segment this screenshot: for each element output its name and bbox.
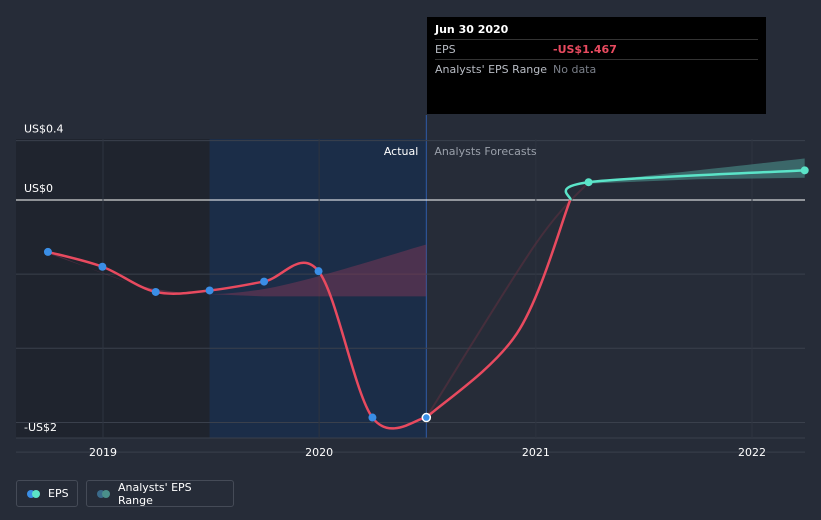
x-tick-2019: 2019: [89, 446, 117, 459]
range-edge-low: [425, 181, 590, 419]
eps-point-7[interactable]: [421, 412, 432, 423]
tooltip-range-label: Analysts' EPS Range: [435, 63, 548, 76]
tooltip-eps-label: EPS: [435, 43, 456, 56]
legend-range-label: Analysts' EPS Range: [118, 480, 192, 507]
y-tick-0: US$0.4: [24, 123, 64, 136]
eps-point-3[interactable]: [205, 286, 214, 295]
eps-point-2[interactable]: [151, 287, 160, 296]
tooltip-range-value: No data: [553, 63, 597, 76]
forecast-point-1[interactable]: [800, 166, 809, 175]
actual-highlight: [209, 139, 427, 438]
tooltip-row-eps: EPS -US$1.467: [435, 39, 758, 59]
series-forecast-negative-line: [425, 199, 572, 419]
eps-point-0[interactable]: [43, 247, 52, 256]
eps-point-4[interactable]: [260, 277, 269, 286]
legend-range[interactable]: Analysts' EPS Range: [86, 480, 234, 507]
forecast-label: Analysts Forecasts: [434, 145, 537, 158]
x-tick-2021: 2021: [522, 446, 550, 459]
tooltip-date: Jun 30 2020: [435, 23, 509, 36]
actual-label: Actual: [384, 145, 418, 158]
y-tick-2: -US$2: [24, 421, 57, 434]
eps-point-6[interactable]: [368, 413, 377, 422]
x-tick-2022: 2022: [738, 446, 766, 459]
range-band-past: [47, 244, 427, 297]
legend-eps[interactable]: EPS: [16, 480, 78, 507]
series-forecast-positive-line: [564, 169, 805, 202]
tooltip-row-range: Analysts' EPS Range No data: [435, 59, 758, 79]
tooltip: Jun 30 2020 EPS -US$1.467 Analysts' EPS …: [427, 17, 766, 114]
x-tick-2020: 2020: [305, 446, 333, 459]
range-legend-icon: [97, 489, 110, 498]
past-shade: [16, 139, 210, 438]
y-tick-1: US$0: [24, 182, 53, 195]
eps-point-5[interactable]: [314, 267, 323, 276]
eps-legend-icon: [27, 489, 40, 498]
tooltip-eps-value: -US$1.467: [553, 43, 617, 56]
forecast-point-0[interactable]: [584, 178, 593, 187]
legend-eps-label: EPS: [48, 487, 69, 500]
eps-point-1[interactable]: [98, 262, 107, 271]
